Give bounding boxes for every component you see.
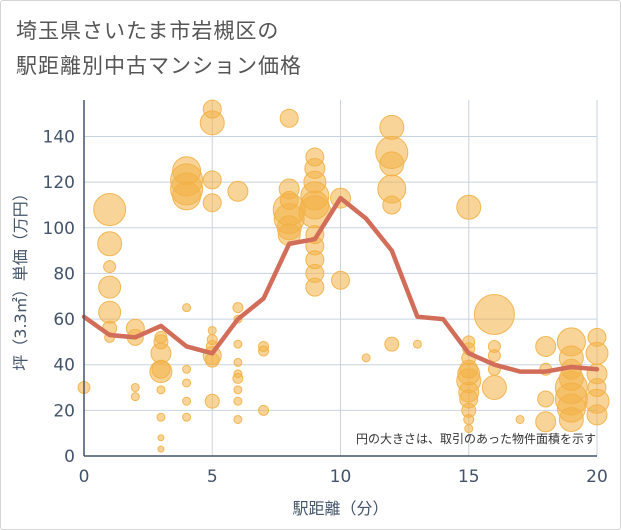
x-tick-label: 15 [458, 467, 480, 487]
bubble-point [233, 385, 243, 395]
y-tick-label: 100 [43, 219, 75, 239]
bubble-point [379, 114, 405, 140]
bubble-point [130, 383, 140, 393]
bubble-point [233, 357, 243, 367]
bubble-point [157, 434, 165, 442]
x-tick-label: 5 [207, 467, 218, 487]
bubble-point [227, 180, 249, 202]
bubble-point [103, 260, 117, 274]
bubble-point [182, 412, 192, 422]
y-tick-label: 120 [43, 173, 75, 193]
bubble-series [77, 99, 610, 453]
x-tick-label: 0 [79, 467, 90, 487]
bubble-point [232, 302, 244, 314]
y-tick-label: 40 [53, 356, 75, 376]
x-tick-label: 10 [330, 467, 352, 487]
axes [83, 100, 597, 457]
bubble-point [382, 195, 402, 215]
bubble-point [130, 392, 140, 402]
bubble-point [157, 445, 165, 453]
y-tick-label: 0 [64, 447, 75, 467]
bubble-point [558, 406, 584, 432]
bubble-point [481, 375, 507, 401]
chart-title-line-1: 埼玉県さいたま市岩槻区の [16, 19, 280, 43]
bubble-point [233, 396, 243, 406]
bubble-point [156, 412, 166, 422]
x-tick-label: 20 [586, 467, 608, 487]
bubble-point [463, 413, 475, 425]
bubble-size-note: 円の大きさは、取引のあった物件面積を示す [356, 431, 596, 446]
bubble-point [535, 411, 557, 433]
bubble-point [202, 170, 222, 190]
bubble-point [473, 294, 515, 336]
bubble-point [464, 424, 474, 434]
y-tick-label: 60 [53, 310, 75, 330]
bubble-point [204, 393, 220, 409]
x-axis-title: 駅距離（分） [292, 499, 388, 518]
bubble-point [279, 108, 299, 128]
bubble-point [258, 404, 270, 416]
bubble-point [258, 345, 270, 357]
bubble-point [202, 193, 222, 213]
bubble-point [97, 231, 123, 257]
bubble-point [361, 353, 371, 363]
bubble-point [182, 396, 192, 406]
bubble-point [156, 385, 166, 395]
bubble-point [379, 151, 405, 177]
y-tick-label: 20 [53, 401, 75, 421]
chart-title: 埼玉県さいたま市岩槻区の 駅距離別中古マンション価格 [16, 14, 302, 84]
bubble-point [182, 303, 192, 313]
bubble-point [182, 364, 192, 374]
bubble-point [537, 390, 555, 408]
y-tick-label: 80 [53, 264, 75, 284]
tick-labels: 0 5 10 15 20 0 20 40 60 80 100 120 140 [43, 128, 608, 487]
bubble-point [487, 349, 501, 363]
bubble-point [149, 360, 173, 384]
bubble-point [199, 110, 225, 136]
bubble-point [98, 300, 122, 324]
bubble-point [586, 404, 608, 426]
bubble-point [182, 378, 192, 388]
bubble-point [98, 275, 122, 299]
bubble-point [412, 339, 422, 349]
bubble-point [535, 335, 557, 357]
bubble-point [172, 181, 202, 211]
y-tick-label: 140 [43, 128, 75, 148]
bubble-point [331, 270, 350, 290]
bubble-point [515, 414, 525, 424]
bubble-point [233, 414, 243, 424]
bubble-point [585, 341, 609, 365]
average-line-series [81, 195, 600, 374]
bubble-point [232, 372, 244, 384]
bubble-point [456, 194, 482, 220]
bubble-point [384, 336, 400, 352]
bubble-point [305, 277, 325, 297]
average-price-line [81, 195, 600, 374]
bubble-point [233, 339, 243, 349]
chart-title-line-2: 駅距離別中古マンション価格 [16, 54, 302, 78]
y-axis-title: 坪（3.3㎡）単価（万円） [11, 185, 30, 370]
bubble-point [93, 193, 127, 227]
bubble-point [207, 325, 217, 335]
